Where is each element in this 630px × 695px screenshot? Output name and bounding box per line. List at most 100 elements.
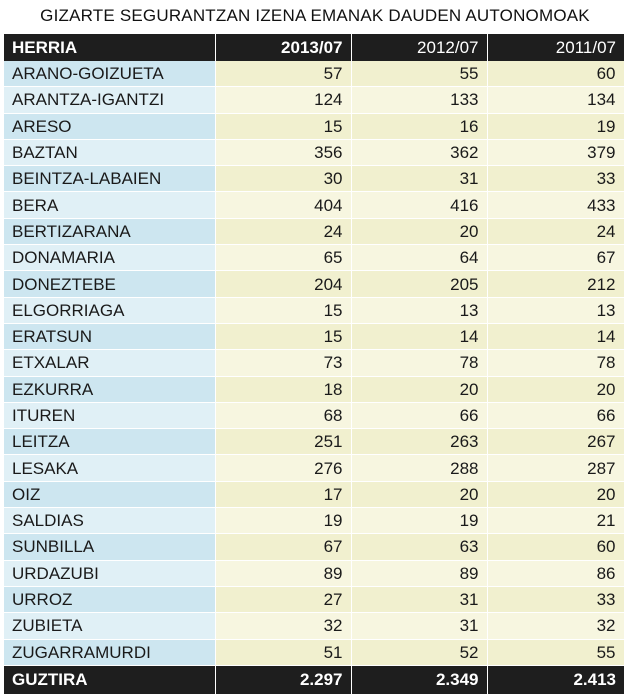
row-value-2012: 133 xyxy=(351,86,488,114)
row-value-2013: 276 xyxy=(215,454,352,482)
table-row: ERATSUN 15 14 14 xyxy=(4,323,625,351)
row-name: ARANTZA-IGANTZI xyxy=(4,86,216,114)
row-value-2013: 30 xyxy=(215,165,352,193)
row-name: SALDIAS xyxy=(4,507,216,535)
row-value-2013: 19 xyxy=(215,507,352,535)
table-row: ZUBIETA 32 31 32 xyxy=(4,612,625,640)
row-value-2012: 19 xyxy=(351,507,488,535)
table-row: SALDIAS 19 19 21 xyxy=(4,507,625,535)
row-value-2013: 204 xyxy=(215,270,352,298)
row-value-2012: 20 xyxy=(351,376,488,403)
row-value-2013: 27 xyxy=(215,586,352,614)
row-name: ZUBIETA xyxy=(4,612,216,640)
column-header-2012: 2012/07 xyxy=(351,34,488,61)
table-row: ELGORRIAGA 15 13 13 xyxy=(4,297,625,324)
table-row: BEINTZA-LABAIEN 30 31 33 xyxy=(4,165,625,193)
row-value-2013: 356 xyxy=(215,139,352,167)
row-value-2013: 57 xyxy=(215,61,352,88)
total-2013: 2.297 xyxy=(215,665,352,694)
row-value-2011: 134 xyxy=(487,86,625,114)
row-value-2011: 267 xyxy=(487,428,625,456)
row-value-2012: 20 xyxy=(351,481,488,509)
row-value-2012: 205 xyxy=(351,270,488,298)
table-row: ARANTZA-IGANTZI 124 133 134 xyxy=(4,86,625,114)
table-row: BAZTAN 356 362 379 xyxy=(4,139,625,167)
row-value-2011: 60 xyxy=(487,533,625,561)
row-value-2012: 20 xyxy=(351,218,488,246)
row-value-2012: 31 xyxy=(351,612,488,640)
row-value-2013: 18 xyxy=(215,376,352,403)
row-name: DONAMARIA xyxy=(4,244,216,272)
row-name: LEITZA xyxy=(4,428,216,456)
table-row: DONEZTEBE 204 205 212 xyxy=(4,270,625,298)
row-value-2013: 15 xyxy=(215,323,352,351)
table-row: EZKURRA 18 20 20 xyxy=(4,376,625,403)
row-name: SUNBILLA xyxy=(4,533,216,561)
row-value-2011: 32 xyxy=(487,612,625,640)
table-row: LEITZA 251 263 267 xyxy=(4,428,625,456)
row-value-2011: 55 xyxy=(487,639,625,666)
row-value-2013: 124 xyxy=(215,86,352,114)
row-value-2012: 14 xyxy=(351,323,488,351)
table-row: ETXALAR 73 78 78 xyxy=(4,349,625,377)
row-value-2013: 89 xyxy=(215,560,352,587)
table-row: BERA 404 416 433 xyxy=(4,191,625,219)
row-value-2012: 13 xyxy=(351,297,488,324)
row-value-2013: 404 xyxy=(215,191,352,219)
row-name: BERA xyxy=(4,191,216,219)
row-name: BAZTAN xyxy=(4,139,216,167)
header-row: HERRIA 2013/07 2012/07 2011/07 xyxy=(4,34,624,61)
table-row: URDAZUBI 89 89 86 xyxy=(4,560,625,587)
row-name: ZUGARRAMURDI xyxy=(4,639,216,666)
row-value-2011: 67 xyxy=(487,244,625,272)
row-value-2013: 67 xyxy=(215,533,352,561)
table-row: URROZ 27 31 33 xyxy=(4,586,625,614)
column-header-herria: HERRIA xyxy=(4,34,216,61)
table-row: ARANO-GOIZUETA 57 55 60 xyxy=(4,61,625,88)
row-value-2011: 24 xyxy=(487,218,625,246)
row-value-2012: 362 xyxy=(351,139,488,167)
table-row: ARESO 15 16 19 xyxy=(4,113,625,140)
table-row: ITUREN 68 66 66 xyxy=(4,402,625,430)
total-row: GUZTIRA 2.297 2.349 2.413 xyxy=(4,665,624,694)
row-name: BERTIZARANA xyxy=(4,218,216,246)
row-value-2012: 64 xyxy=(351,244,488,272)
row-name: ETXALAR xyxy=(4,349,216,377)
row-value-2012: 55 xyxy=(351,61,488,88)
row-name: BEINTZA-LABAIEN xyxy=(4,165,216,193)
column-header-2011: 2011/07 xyxy=(487,34,624,61)
row-value-2012: 52 xyxy=(351,639,488,666)
row-value-2012: 31 xyxy=(351,586,488,614)
row-value-2013: 65 xyxy=(215,244,352,272)
row-value-2013: 15 xyxy=(215,297,352,324)
row-value-2011: 66 xyxy=(487,402,625,430)
table-row: ZUGARRAMURDI 51 52 55 xyxy=(4,639,625,666)
table-title: GIZARTE SEGURANTZAN IZENA EMANAK DAUDEN … xyxy=(40,6,590,25)
total-label: GUZTIRA xyxy=(4,665,216,694)
row-value-2011: 78 xyxy=(487,349,625,377)
row-name: ELGORRIAGA xyxy=(4,297,216,324)
row-value-2011: 20 xyxy=(487,376,625,403)
row-value-2012: 416 xyxy=(351,191,488,219)
row-value-2013: 251 xyxy=(215,428,352,456)
row-value-2013: 17 xyxy=(215,481,352,509)
row-value-2011: 19 xyxy=(487,113,625,140)
row-value-2011: 14 xyxy=(487,323,625,351)
row-value-2011: 86 xyxy=(487,560,625,587)
row-value-2012: 66 xyxy=(351,402,488,430)
row-value-2012: 263 xyxy=(351,428,488,456)
row-name: ARESO xyxy=(4,113,216,140)
row-value-2012: 89 xyxy=(351,560,488,587)
total-2012: 2.349 xyxy=(351,665,488,694)
row-value-2011: 379 xyxy=(487,139,625,167)
row-name: DONEZTEBE xyxy=(4,270,216,298)
table-row: LESAKA 276 288 287 xyxy=(4,454,625,482)
row-value-2011: 33 xyxy=(487,165,625,193)
row-name: ARANO-GOIZUETA xyxy=(4,61,216,88)
row-value-2011: 287 xyxy=(487,454,625,482)
row-name: URDAZUBI xyxy=(4,560,216,587)
row-value-2012: 78 xyxy=(351,349,488,377)
row-value-2012: 31 xyxy=(351,165,488,193)
table-body: ARANO-GOIZUETA 57 55 60 ARANTZA-IGANTZI 124 13… xyxy=(4,61,625,666)
row-value-2011: 13 xyxy=(487,297,625,324)
